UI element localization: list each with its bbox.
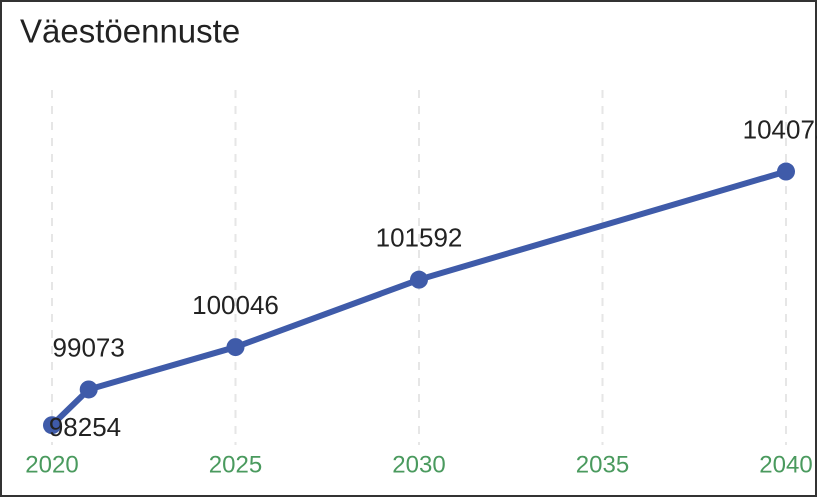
data-label: 104072 (743, 114, 817, 144)
data-point (777, 162, 795, 181)
data-label: 99073 (53, 332, 125, 362)
data-point (226, 338, 245, 357)
data-point (43, 416, 61, 435)
data-point (410, 270, 428, 289)
data-label: 101592 (376, 223, 463, 253)
x-tick-label: 2030 (392, 451, 445, 478)
data-point (79, 380, 98, 399)
data-label: 100046 (192, 290, 279, 320)
chart-title: Väestöennuste (20, 13, 240, 50)
data-label: 98254 (49, 412, 121, 442)
x-tick-label: 2035 (576, 451, 629, 478)
x-tick-label: 2020 (25, 451, 78, 478)
x-tick-label: 2025 (209, 451, 262, 478)
x-tick-label: 2040 (759, 451, 812, 478)
